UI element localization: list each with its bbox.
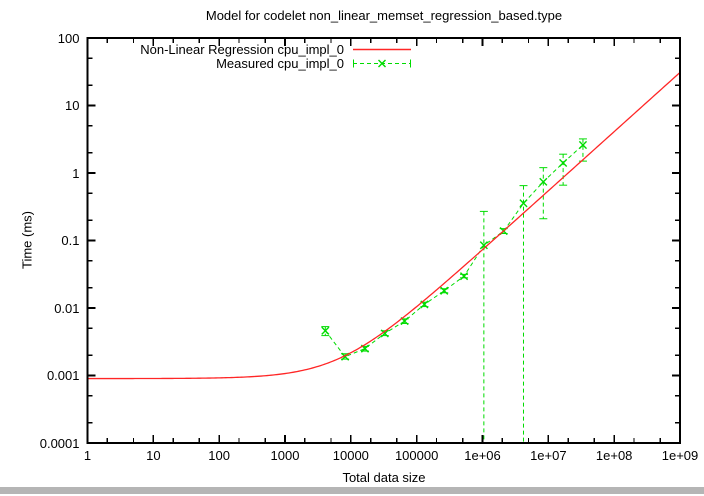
y-tick-label: 0.01	[54, 300, 80, 316]
data-point-x-marker	[440, 286, 449, 295]
x-tick-label: 1e+09	[661, 448, 699, 463]
x-tick-label: 10	[146, 448, 161, 463]
x-axis-label: Total data size	[342, 470, 426, 485]
legend-label-regression: Non-Linear Regression cpu_impl_0	[140, 42, 344, 57]
axis-ticks	[86, 37, 681, 444]
x-tick-label: 1	[83, 448, 92, 463]
chart-title: Model for codelet non_linear_memset_regr…	[205, 8, 563, 23]
y-tick-label: 0.001	[46, 368, 80, 383]
x-tick-label: 1e+08	[595, 448, 633, 463]
x-tick-label: 1e+06	[464, 448, 501, 463]
data-point-x-marker	[559, 158, 568, 168]
measured-series	[321, 138, 588, 442]
y-tick-label: 100	[57, 30, 80, 46]
legend-label-measured: Measured cpu_impl_0	[216, 56, 344, 71]
data-point-x-marker	[380, 329, 389, 338]
y-tick-label: 10	[65, 98, 80, 113]
y-tick-label: 0.1	[61, 233, 80, 248]
legend-sample-regression-line-icon	[352, 43, 412, 56]
plot-border	[86, 37, 681, 444]
y-tick-label: 1	[72, 165, 80, 181]
data-point-x-marker	[519, 199, 528, 208]
horizontal-scrollbar-track[interactable]	[0, 487, 704, 494]
data-point-x-marker	[479, 241, 488, 250]
x-tick-label: 10000	[332, 448, 369, 463]
x-tick-label: 100	[208, 448, 230, 463]
x-tick-label: 100000	[394, 448, 439, 463]
data-point-x-marker	[321, 326, 330, 335]
measured-line	[324, 144, 584, 358]
legend-row-measured: Measured cpu_impl_0	[0, 57, 412, 70]
data-point-x-marker	[578, 140, 588, 150]
x-tick-label: 1000	[270, 448, 300, 463]
data-point-x-marker	[539, 177, 548, 186]
x-tick-label: 1e+07	[530, 448, 567, 463]
data-point-x-marker	[360, 344, 370, 353]
regression-curve	[87, 71, 681, 380]
legend: Non-Linear Regression cpu_impl_0 Measure…	[0, 43, 412, 71]
legend-row-regression: Non-Linear Regression cpu_impl_0	[0, 43, 412, 56]
data-point-x-marker	[400, 316, 409, 326]
data-point-x-marker	[459, 272, 469, 281]
legend-sample-measured-errorbar-icon	[352, 57, 412, 70]
data-point-x-marker	[420, 300, 429, 309]
y-tick-label: 0.0001	[39, 435, 80, 451]
